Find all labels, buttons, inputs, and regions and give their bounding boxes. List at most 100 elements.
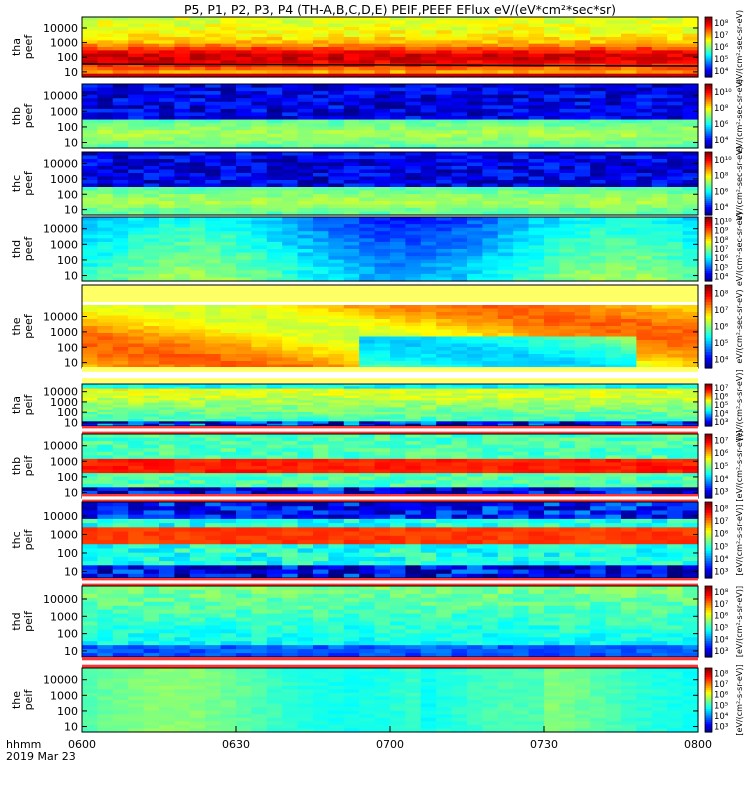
heatmap-cell — [682, 40, 699, 45]
heatmap-cell — [467, 144, 483, 149]
heatmap-cell — [667, 419, 684, 422]
heatmap-cell — [605, 73, 622, 78]
heatmap-cell — [390, 409, 406, 413]
heatmap-cell — [497, 208, 514, 213]
heatmap-cell — [251, 407, 268, 411]
heatmap-cell — [205, 70, 222, 75]
heatmap-cell — [513, 220, 530, 225]
heatmap-cell — [282, 386, 299, 390]
heatmap-cell — [651, 405, 668, 408]
heatmap-cell — [497, 50, 514, 55]
heatmap-cell — [467, 57, 483, 61]
heatmap-cell — [328, 30, 345, 35]
heatmap-cell — [682, 60, 699, 65]
heatmap-cell — [451, 57, 468, 61]
heatmap-cell — [220, 50, 237, 55]
heatmap-cell — [220, 473, 237, 478]
heatmap-cell — [436, 152, 453, 157]
heatmap-cell — [189, 407, 206, 411]
heatmap-cell — [359, 57, 376, 61]
colorbar-cell — [705, 274, 712, 278]
heatmap-cell — [266, 204, 283, 209]
heatmap-cell — [189, 421, 206, 425]
heatmap-cell — [143, 315, 160, 320]
heatmap-cell — [82, 343, 98, 348]
heatmap-cell — [405, 57, 422, 61]
colorbar-tick-label: 10⁸ — [714, 19, 729, 29]
heatmap-cell — [574, 70, 591, 75]
heatmap-cell — [128, 137, 145, 142]
heatmap-cell — [159, 409, 175, 413]
heatmap-cell — [297, 340, 314, 345]
heatmap-cell — [112, 180, 129, 185]
heatmap-cell — [266, 40, 283, 45]
colorbar-cell — [705, 29, 712, 32]
heatmap-cell — [513, 201, 530, 206]
heatmap-cell — [467, 50, 483, 55]
heatmap-cell — [97, 402, 114, 406]
heatmap-cell — [574, 73, 591, 78]
heatmap-cell — [374, 98, 391, 103]
heatmap-cell — [667, 176, 684, 181]
heatmap-cell — [97, 112, 114, 117]
heatmap-cell — [266, 91, 283, 96]
heatmap-cell — [97, 266, 114, 271]
heatmap-cell — [112, 123, 129, 128]
heatmap-cell — [605, 343, 622, 348]
heatmap-cell — [97, 169, 114, 174]
heatmap-cell — [205, 270, 222, 275]
heatmap-cell — [343, 434, 360, 439]
heatmap-cell — [174, 47, 191, 51]
heatmap-cell — [266, 87, 283, 92]
heatmap-cell — [343, 480, 360, 485]
heatmap-cell — [313, 249, 329, 254]
heatmap-cell — [467, 395, 483, 399]
heatmap-cell — [143, 416, 160, 420]
heatmap-cell — [159, 412, 175, 415]
heatmap-cell — [236, 162, 252, 167]
heatmap-cell — [513, 308, 530, 313]
heatmap-cell — [605, 176, 622, 181]
heatmap-cell — [513, 326, 530, 331]
heatmap-cell — [667, 361, 684, 366]
heatmap-cell — [467, 67, 483, 71]
heatmap-cell — [266, 162, 283, 167]
heatmap-cell — [82, 126, 98, 131]
heatmap-cell — [313, 483, 329, 488]
heatmap-cell — [436, 123, 453, 128]
colorbar-cell — [705, 405, 712, 407]
heatmap-cell — [482, 133, 499, 138]
heatmap-cell — [636, 17, 653, 21]
heatmap-cell — [297, 333, 314, 338]
heatmap-cell — [497, 347, 514, 352]
heatmap-cell — [112, 60, 129, 65]
heatmap-cell — [374, 437, 391, 442]
heatmap-cell — [374, 43, 391, 48]
heatmap-cell — [451, 333, 468, 338]
heatmap-cell — [82, 277, 98, 282]
heatmap-cell — [220, 259, 237, 264]
heatmap-cell — [451, 190, 468, 195]
heatmap-cell — [174, 20, 191, 25]
heatmap-cell — [174, 180, 191, 185]
heatmap-cell — [266, 333, 283, 338]
heatmap-cell — [451, 419, 468, 422]
heatmap-cell — [467, 91, 483, 96]
panel-label: peif — [22, 394, 35, 416]
heatmap-cell — [128, 20, 145, 25]
heatmap-cell — [667, 224, 684, 229]
heatmap-cell — [667, 73, 684, 78]
heatmap-cell — [205, 343, 222, 348]
heatmap-cell — [112, 384, 129, 387]
heatmap-cell — [590, 315, 607, 320]
heatmap-cell — [189, 305, 206, 310]
heatmap-cell — [328, 50, 345, 55]
colorbar-unit-label: [eV/(cm²-s-sr-eV)] — [735, 369, 744, 440]
heatmap-cell — [636, 20, 653, 25]
heatmap-cell — [313, 63, 329, 68]
heatmap-cell — [266, 434, 283, 439]
heatmap-cell — [390, 343, 406, 348]
heatmap-cell — [266, 252, 283, 257]
heatmap-cell — [374, 60, 391, 65]
heatmap-cell — [313, 402, 329, 406]
